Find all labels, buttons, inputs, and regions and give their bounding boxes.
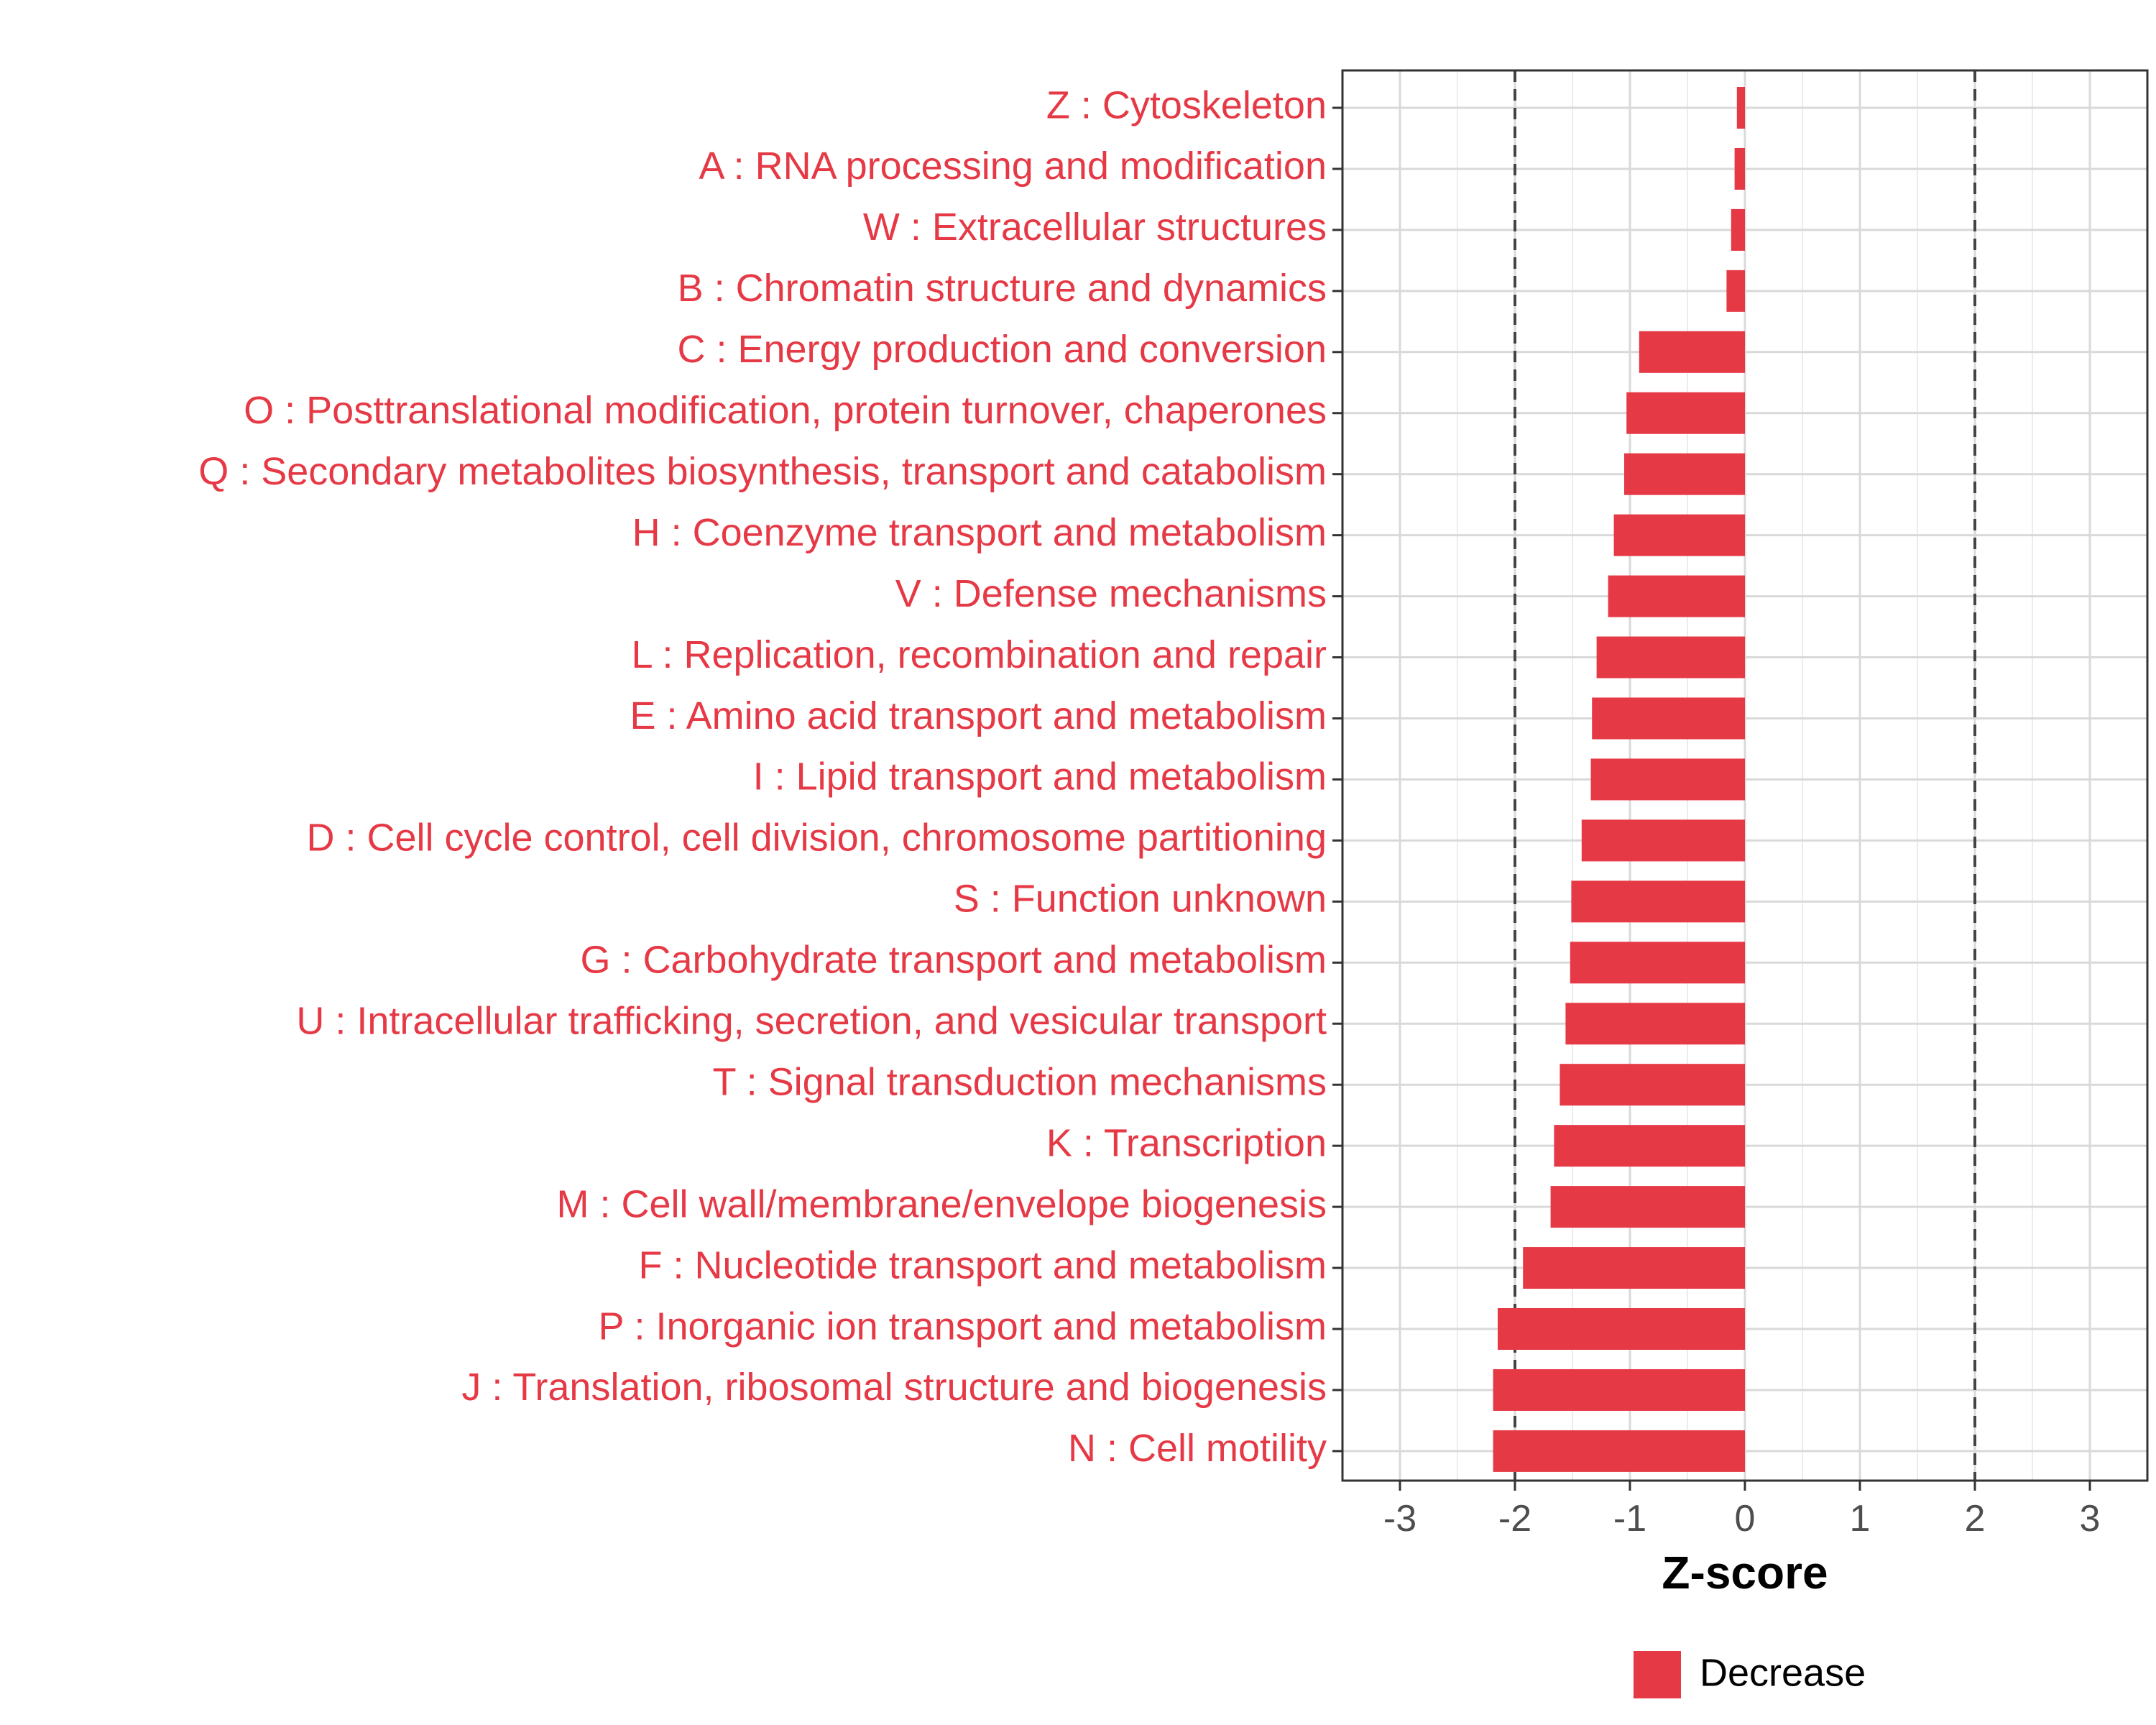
y-tick-label-16: T : Signal transduction mechanisms [713,1060,1327,1103]
y-tick-label-12: D : Cell cycle control, cell division, c… [306,816,1327,860]
y-tick-label-0: Z : Cytoskeleton [1046,83,1327,126]
x-tick-label-1: -2 [1498,1498,1531,1540]
bar-10 [1592,697,1745,740]
y-tick-label-8: V : Defense mechanisms [895,572,1327,615]
x-tick-label-0: -3 [1383,1498,1416,1540]
bar-9 [1596,636,1745,678]
y-tick-label-11: I : Lipid transport and metabolism [753,755,1327,799]
y-tick-label-4: C : Energy production and conversion [677,328,1327,371]
y-tick-label-14: G : Carbohydrate transport and metabolis… [581,939,1327,982]
y-tick-label-1: A : RNA processing and modification [699,144,1327,188]
bar-17 [1554,1125,1745,1167]
legend-label-decrease: Decrease [1700,1651,1866,1694]
bar-2 [1731,208,1745,251]
bar-14 [1570,942,1745,984]
y-axis: Z : Cytoskeleton A : RNA processing and m… [198,83,1342,1470]
y-tick-label-21: J : Translation, ribosomal structure and… [461,1366,1327,1409]
y-tick-label-19: F : Nucleotide transport and metabolism [639,1243,1327,1287]
bar-4 [1639,331,1745,373]
x-tick-label-6: 3 [2080,1498,2101,1540]
bar-21 [1493,1368,1745,1411]
bar-1 [1734,147,1745,190]
x-tick-label-4: 1 [1850,1498,1871,1540]
bar-22 [1493,1430,1745,1472]
x-tick-label-3: 0 [1735,1498,1756,1540]
y-tick-label-17: K : Transcription [1046,1121,1327,1164]
bar-12 [1581,819,1745,862]
x-tick-label-2: -1 [1613,1498,1646,1540]
bar-5 [1626,392,1745,434]
bar-6 [1624,453,1745,495]
y-tick-label-15: U : Intracellular trafficking, secretion… [296,1000,1327,1043]
bar-16 [1560,1064,1745,1106]
bar-8 [1608,575,1745,617]
legend: Decrease [1634,1651,1866,1698]
y-tick-label-6: Q : Secondary metabolites biosynthesis, … [198,450,1327,493]
bar-19 [1523,1247,1745,1289]
y-tick-label-5: O : Posttranslational modification, prot… [244,389,1327,432]
bars [1493,87,1745,1472]
y-tick-label-22: N : Cell motility [1068,1427,1327,1470]
y-tick-label-18: M : Cell wall/membrane/envelope biogenes… [556,1182,1327,1225]
bar-20 [1498,1308,1745,1350]
bar-13 [1571,880,1745,923]
bar-0 [1736,87,1745,129]
legend-key-decrease [1634,1651,1681,1698]
bar-3 [1726,270,1745,312]
bar-18 [1550,1186,1745,1228]
y-tick-label-7: H : Coenzyme transport and metabolism [632,511,1327,554]
reference-lines [1514,70,1976,1481]
y-tick-label-13: S : Function unknown [954,878,1327,921]
y-tick-label-9: L : Replication, recombination and repai… [631,633,1327,676]
x-tick-label-5: 2 [1965,1498,1986,1540]
y-tick-label-3: B : Chromatin structure and dynamics [678,267,1327,310]
y-tick-label-2: W : Extracellular structures [863,206,1327,249]
bar-15 [1565,1003,1745,1045]
x-axis: -3 -2 -1 0 1 2 3 [1383,1481,2101,1540]
y-tick-label-10: E : Amino acid transport and metabolism [630,694,1327,737]
bar-7 [1613,514,1745,556]
y-tick-label-20: P : Inorganic ion transport and metaboli… [598,1305,1327,1348]
bar-11 [1590,758,1745,801]
x-axis-title: Z-score [1662,1547,1828,1598]
